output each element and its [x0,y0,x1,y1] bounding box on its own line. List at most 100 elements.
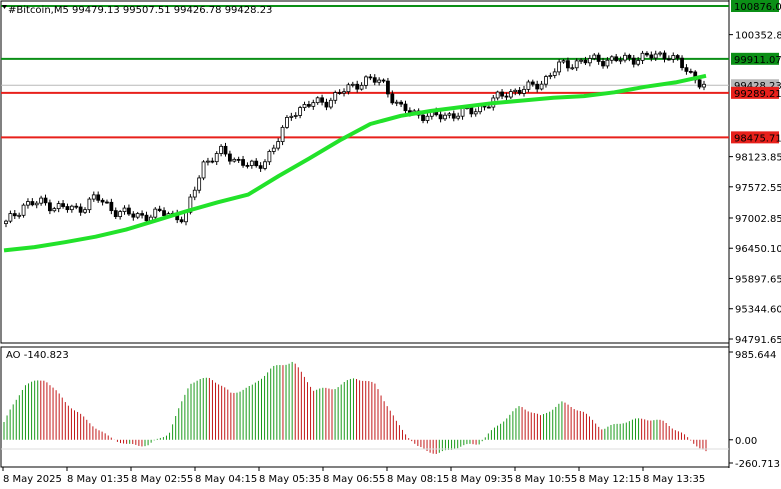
candle-body [162,210,166,216]
price-tick-label: 100352.85 [735,31,781,42]
candle-body [614,56,619,62]
candle-body [91,194,96,200]
candle-body [131,213,136,218]
candle-body [61,203,65,207]
price-tick-label: 98123.85 [735,153,781,164]
candle-body [456,115,461,119]
candle-body [337,92,342,94]
candle-body [583,59,588,64]
candle-body [570,67,575,70]
time-tick-label: 8 May 09:35 [451,474,513,485]
candle-body [285,117,289,128]
candle-body [443,114,447,120]
price-tick-label: 97572.55 [735,183,781,194]
candle-body [438,114,443,120]
candle-body [4,220,8,225]
candle-body [127,207,131,215]
candle-body [157,208,162,212]
level-label-current: 99428.23 [734,81,781,92]
oscillator-pane-frame [0,346,730,468]
candle-body [504,95,509,98]
level-label-support: 98475.71 [734,133,781,144]
price-tick-label: 95897.65 [735,274,781,285]
candle-body [702,83,706,88]
candle-body [495,91,500,99]
ao-tick-label: -260.713 [735,459,780,470]
candle-body [566,60,570,69]
level-label-box-resistance [731,52,779,65]
candle-body [56,203,61,210]
candle-body [675,55,680,59]
candle-body [451,113,456,119]
candle-body [320,97,324,103]
candle-body [210,160,215,163]
candle-body [390,93,395,104]
price-pane-frame [0,0,730,344]
candle-body [350,83,355,86]
candle-body [293,115,298,117]
candle-body [78,206,83,213]
dropdown-arrow-icon[interactable] [2,5,7,9]
candle-body [188,196,193,213]
candle-body [609,56,614,61]
candle-body [241,159,245,166]
candle-body [649,54,654,59]
candle-body [381,79,386,82]
candle-body [697,79,702,88]
chart-header: #Bitcoin,M5 99479.13 99507.51 99426.78 9… [8,5,272,16]
level-label-box-level [731,86,779,99]
price-tick-label: 96450.10 [735,244,781,255]
candle-body [87,198,92,211]
candle-body [179,219,184,223]
candle-body [74,205,79,208]
price-tick-label: 94791.65 [735,335,781,346]
candle-body [83,209,87,213]
candle-body [105,201,109,204]
candle-body [328,99,333,108]
candle-body [631,57,636,65]
candle-body [153,208,158,218]
candle-body [263,161,267,169]
candle-body [232,158,237,162]
time-tick-label: 8 May 06:55 [323,474,385,485]
candle-body [135,213,140,218]
candle-body [671,55,676,60]
ao-tick-label: 0.00 [735,436,757,447]
candle-body [662,52,667,60]
candle-body [592,54,597,59]
candle-body [605,59,610,67]
candle-body [579,59,583,62]
candle-body [109,201,114,212]
candle-body [227,153,232,162]
time-tick-label: 8 May 02:55 [131,474,193,485]
candle-body [680,57,684,69]
candle-body [513,89,518,92]
candle-body [627,54,632,59]
candle-body [271,147,276,152]
price-tick-label: 97002.85 [735,214,781,225]
candle-body [346,84,351,93]
candle-body [8,213,13,222]
candle-body [342,91,346,94]
candle-body [223,145,228,155]
candle-body [460,107,465,117]
candle-body [486,106,491,109]
candle-body [544,76,548,85]
candle-body [236,158,241,161]
candle-body [508,91,513,98]
candle-body [26,201,30,206]
candle-body [473,111,478,115]
candle-body [368,76,373,79]
time-tick-label: 8 May 04:15 [195,474,257,485]
candle-body [359,84,364,90]
candle-body [100,199,105,203]
candle-body [658,52,663,55]
candle-body [52,208,57,212]
candle-body [192,189,197,198]
candle-body [254,160,259,167]
candle-body [500,91,504,97]
candle-body [197,177,202,191]
candle-body [39,197,44,204]
candle-body [478,105,483,113]
candle-body [552,71,557,76]
